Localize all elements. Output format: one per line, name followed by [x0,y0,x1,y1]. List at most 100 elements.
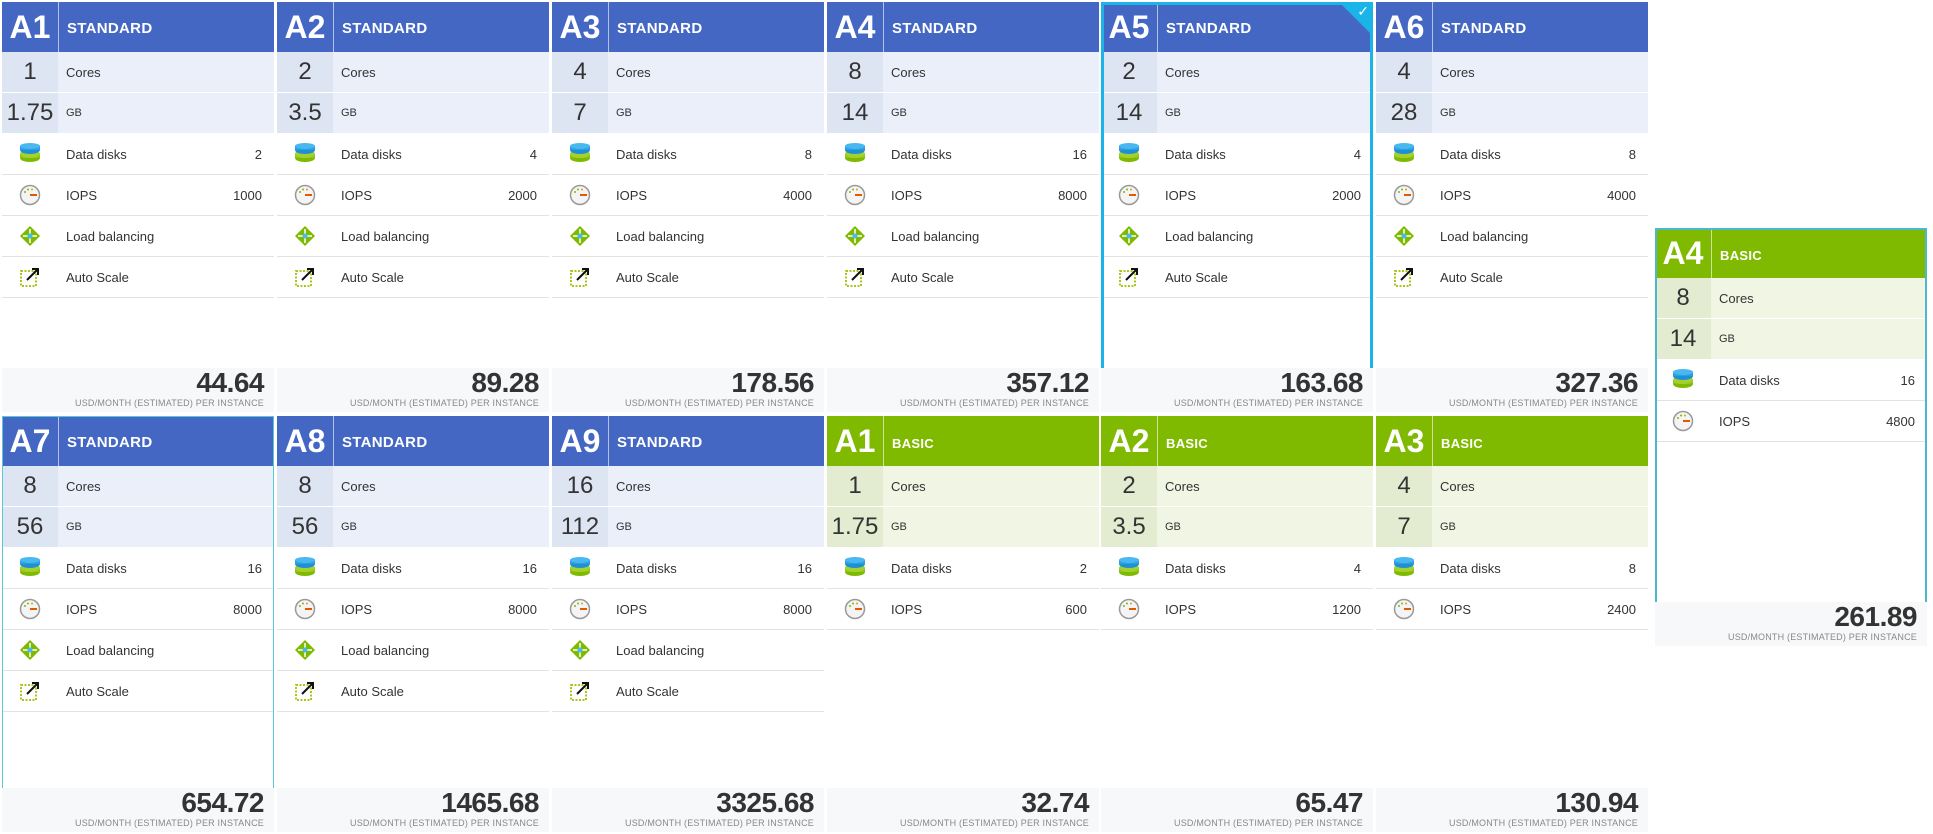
data-disks-icon [827,557,883,579]
data-disks-row: Data disks 16 [277,548,549,589]
memory-row: 7 GB [1376,507,1648,548]
vm-size-card-a6-standard[interactable]: A6 STANDARD 4 Cores 28 GB Data disks 8 IOPS 40… [1376,2,1648,412]
price-value: 65.47 [1295,787,1363,818]
price-unit: USD/MONTH (ESTIMATED) PER INSTANCE [350,818,539,828]
vm-size-card-a4-standard[interactable]: A4 STANDARD 8 Cores 14 GB Data disks 16 IOPS 8… [827,2,1099,412]
iops-icon [2,184,58,206]
load-balancing-icon [1101,225,1157,247]
iops-value: 1000 [233,187,262,203]
cores-value: 2 [1101,466,1157,506]
iops-icon [552,598,608,620]
memory-row: 1.75 GB [827,507,1099,548]
card-header: A9 STANDARD [552,416,824,466]
data-disks-value: 4 [1353,560,1361,576]
iops-icon [1655,410,1711,432]
tier-label: BASIC [1720,248,1762,263]
cores-value: 4 [1376,466,1432,506]
load-balancing-icon [1376,225,1432,247]
cores-value: 8 [1655,278,1711,318]
iops-value: 600 [1065,601,1087,617]
iops-label: IOPS [616,187,648,203]
memory-value: 28 [1376,93,1432,133]
card-header: A8 STANDARD [277,416,549,466]
memory-value: 56 [2,507,58,547]
data-disks-icon [552,557,608,579]
data-disks-row: Data disks 4 [1101,134,1373,175]
load-balancing-row: Load balancing [277,630,549,671]
tier-label: STANDARD [617,20,703,37]
card-header: A3 STANDARD [552,2,824,52]
memory-label: GB [1719,333,1735,345]
memory-row: 7 GB [552,93,824,134]
memory-label: GB [616,521,632,533]
vm-size-card-a2-standard[interactable]: A2 STANDARD 2 Cores 3.5 GB Data disks 4 IOPS 2… [277,2,549,412]
price-value: 32.74 [1021,787,1089,818]
data-disks-label: Data disks [891,560,952,576]
price-unit: USD/MONTH (ESTIMATED) PER INSTANCE [1728,632,1917,642]
memory-value: 3.5 [277,93,333,133]
memory-label: GB [1165,521,1181,533]
data-disks-label: Data disks [341,146,402,162]
tier-label: BASIC [1166,436,1208,451]
iops-label: IOPS [891,187,923,203]
iops-label: IOPS [1165,601,1197,617]
price-unit: USD/MONTH (ESTIMATED) PER INSTANCE [900,398,1089,408]
cores-row: 16 Cores [552,466,824,507]
vm-size-card-a5-standard[interactable]: A5 STANDARD 2 Cores 14 GB Data disks 4 IOPS 20… [1101,2,1373,412]
iops-value: 4000 [1607,187,1636,203]
tier-label: BASIC [892,436,934,451]
price-value: 89.28 [471,367,539,398]
iops-label: IOPS [341,601,373,617]
vm-size-card-a8-standard[interactable]: A8 STANDARD 8 Cores 56 GB Data disks 16 IOPS 8… [277,416,549,832]
data-disks-value: 4 [529,146,537,162]
auto-scale-icon [277,680,333,702]
load-balancing-row: Load balancing [1376,216,1648,257]
memory-row: 56 GB [2,507,274,548]
price-footer: 65.47 USD/MONTH (ESTIMATED) PER INSTANCE [1101,788,1373,832]
data-disks-label: Data disks [66,560,127,576]
cores-value: 2 [1101,52,1157,92]
load-balancing-label: Load balancing [66,642,155,658]
load-balancing-label: Load balancing [66,228,155,244]
load-balancing-label: Load balancing [341,228,430,244]
iops-label: IOPS [616,601,648,617]
selected-corner [1339,2,1373,36]
vm-size-card-a3-standard[interactable]: A3 STANDARD 4 Cores 7 GB Data disks 8 IOPS 400… [552,2,824,412]
cores-value: 4 [1376,52,1432,92]
iops-value: 8000 [508,601,537,617]
vm-size-card-a1-basic[interactable]: A1 BASIC 1 Cores 1.75 GB Data disks 2 IOPS 600… [827,416,1099,832]
data-disks-icon [1376,143,1432,165]
memory-label: GB [891,107,907,119]
load-balancing-row: Load balancing [552,630,824,671]
card-header: A3 BASIC [1376,416,1648,466]
data-disks-value: 8 [804,146,812,162]
price-footer: 32.74 USD/MONTH (ESTIMATED) PER INSTANCE [827,788,1099,832]
memory-label: GB [616,107,632,119]
tier-label: STANDARD [1166,20,1252,37]
vm-size-card-a3-basic[interactable]: A3 BASIC 4 Cores 7 GB Data disks 8 IOPS 2400 13… [1376,416,1648,832]
auto-scale-icon [827,266,883,288]
memory-value: 56 [277,507,333,547]
data-disks-row: Data disks 2 [2,134,274,175]
price-footer: 1465.68 USD/MONTH (ESTIMATED) PER INSTANC… [277,788,549,832]
size-name: A1 [2,2,59,52]
iops-value: 1200 [1332,601,1361,617]
cores-value: 2 [277,52,333,92]
cores-value: 8 [277,466,333,506]
vm-size-card-a1-standard[interactable]: A1 STANDARD 1 Cores 1.75 GB Data disks 2 IOPS… [2,2,274,412]
card-header: A6 STANDARD [1376,2,1648,52]
load-balancing-row: Load balancing [1101,216,1373,257]
vm-size-card-a7-standard[interactable]: A7 STANDARD 8 Cores 56 GB Data disks 16 IOPS 8… [2,416,274,832]
card-header: A2 STANDARD [277,2,549,52]
auto-scale-row: Auto Scale [1101,257,1373,298]
load-balancing-icon [277,639,333,661]
iops-value: 8000 [1058,187,1087,203]
auto-scale-label: Auto Scale [341,683,404,699]
size-name: A9 [552,416,609,466]
data-disks-label: Data disks [616,560,677,576]
data-disks-value: 16 [522,560,537,576]
vm-size-card-a9-standard[interactable]: A9 STANDARD 16 Cores 112 GB Data disks 16 IOP… [552,416,824,832]
vm-size-card-a2-basic[interactable]: A2 BASIC 2 Cores 3.5 GB Data disks 4 IOPS 1200… [1101,416,1373,832]
vm-size-card-a4-basic[interactable]: A4 BASIC 8 Cores 14 GB Data disks 16 IOPS 4800… [1655,228,1927,646]
data-disks-icon [2,557,58,579]
